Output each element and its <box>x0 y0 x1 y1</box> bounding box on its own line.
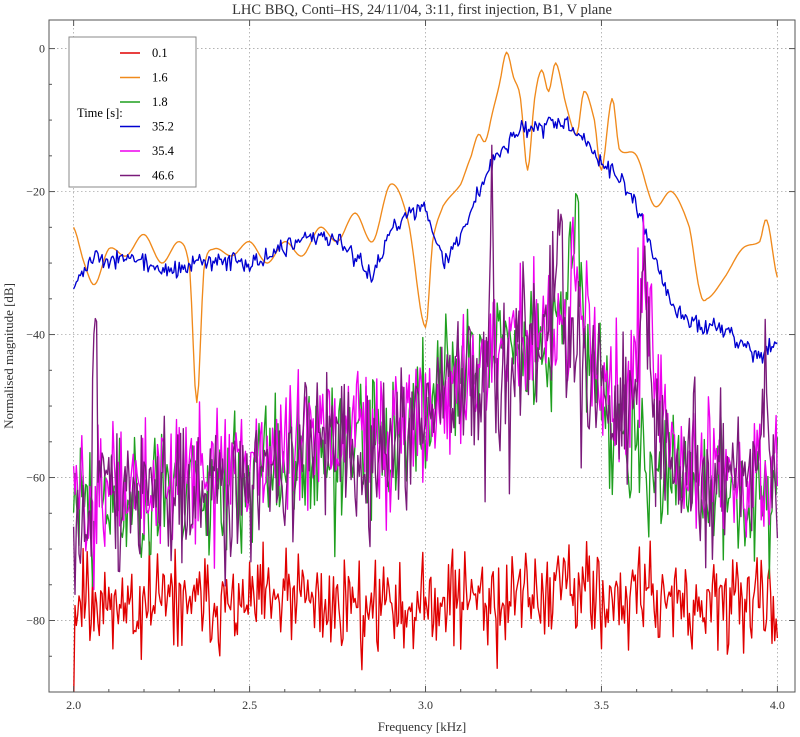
series-layer <box>72 51 779 692</box>
series-line-1-8 <box>72 193 779 588</box>
series-line-35-2 <box>72 116 778 364</box>
series-line-46-6 <box>72 144 779 595</box>
legend-label: 35.2 <box>152 120 174 134</box>
y-tick-label: 0 <box>39 42 45 56</box>
x-tick-label: 2.5 <box>242 698 257 712</box>
legend: Time [s]: 0.1 1.6 1.8 35.2 35.4 46.6 <box>68 36 197 188</box>
series-line-1-6 <box>72 51 779 404</box>
y-tick-label: −40 <box>26 328 45 342</box>
legend-label: 1.8 <box>152 95 168 109</box>
x-tick-label: 3.5 <box>594 698 609 712</box>
y-axis-ticks: 0 −20 −40 −60 −80 <box>26 42 795 693</box>
legend-box <box>68 36 197 188</box>
legend-title: Time [s]: <box>77 106 123 120</box>
plot-frame <box>48 19 796 693</box>
x-axis-title: Frequency [kHz] <box>378 719 466 734</box>
chart-title: LHC BBQ, Conti–HS, 24/11/04, 3:11, first… <box>232 2 612 18</box>
x-tick-label: 3.0 <box>418 698 433 712</box>
legend-label: 46.6 <box>152 169 174 183</box>
x-tick-label: 2.0 <box>66 698 81 712</box>
x-axis-ticks: 2.0 2.5 3.0 3.5 4.0 <box>66 20 785 712</box>
legend-label: 0.1 <box>152 46 168 60</box>
x-tick-label: 4.0 <box>770 698 785 712</box>
y-tick-label: −80 <box>26 614 45 628</box>
series-line-0-1 <box>73 540 779 692</box>
legend-label: 1.6 <box>152 71 168 85</box>
legend-label: 35.4 <box>152 144 175 158</box>
y-tick-label: −20 <box>26 185 45 199</box>
y-tick-label: −60 <box>26 471 45 485</box>
y-axis-title: Normalised magnitude [dB] <box>1 283 16 429</box>
